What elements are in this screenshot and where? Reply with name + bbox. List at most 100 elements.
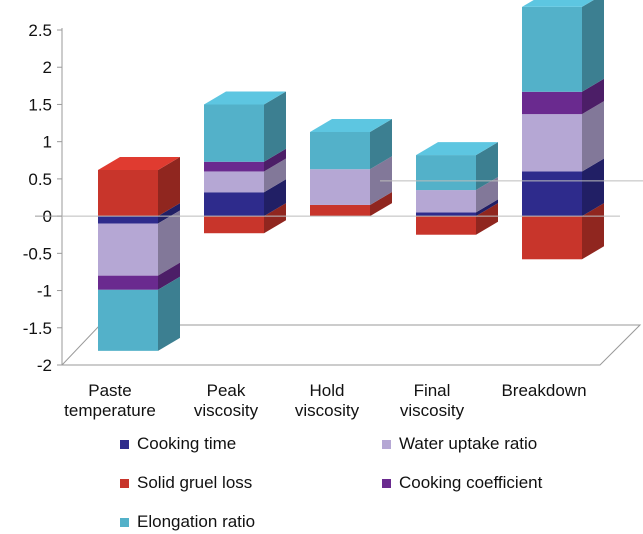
bar-front [310, 131, 370, 170]
bar-side [370, 118, 392, 170]
bar-segment [310, 156, 392, 205]
bar-top [204, 91, 286, 105]
bar-front [522, 216, 582, 260]
legend-label: Elongation ratio [137, 512, 256, 531]
bar-side [476, 203, 498, 235]
bar-segment [522, 203, 604, 260]
category-label: Paste temperature [64, 381, 156, 420]
legend-label: Solid gruel loss [137, 473, 253, 492]
bar-top [310, 118, 392, 132]
category-label: Hold viscosity [295, 381, 360, 420]
y-tick-label: 2.5 [28, 21, 52, 40]
category-label: Peak viscosity [194, 381, 259, 420]
bar-segment [522, 158, 604, 217]
bar-front [522, 91, 582, 115]
bar-front [416, 190, 476, 213]
legend-label: Cooking coefficient [399, 473, 543, 492]
bar-front [98, 223, 158, 276]
legend-swatch [382, 439, 391, 449]
bar-side [158, 203, 180, 224]
bar-side [582, 203, 604, 260]
bar-front [204, 171, 264, 193]
bar-side [264, 148, 286, 172]
bar-side [158, 156, 180, 217]
legend-item-solid-gruel-loss: Solid gruel loss [120, 473, 252, 493]
chart-floor [60, 324, 642, 366]
bar-side [264, 158, 286, 193]
legend-swatch [382, 478, 391, 488]
bar-segment [416, 142, 498, 191]
bar-segment [522, 0, 604, 92]
bar-front [204, 192, 264, 217]
bar-top [416, 142, 498, 156]
category-labels: Paste temperature Peak viscosity Hold viscosi… [64, 381, 586, 420]
zero-plane [35, 180, 643, 217]
bar-segment [98, 210, 180, 276]
y-tick-label: -1.5 [23, 319, 52, 338]
bar-front [204, 161, 264, 172]
bar-side [264, 91, 286, 162]
category-label: Final viscosity [400, 381, 465, 420]
bar-segment [416, 203, 498, 235]
bar-side [582, 78, 604, 115]
y-tick-label: 1.5 [28, 95, 52, 114]
bar-segment [204, 158, 286, 193]
y-tick-label: -0.5 [23, 244, 52, 263]
bar-segment [98, 203, 180, 224]
bar-segment [416, 177, 498, 213]
bar-front [204, 216, 264, 234]
bar-front [522, 6, 582, 92]
bar-front [416, 155, 476, 191]
bar-side [158, 210, 180, 276]
legend-item-water-uptake-ratio: Water uptake ratio [382, 434, 537, 454]
legend-label: Cooking time [137, 434, 237, 453]
legend-swatch [120, 478, 129, 488]
bar-front [522, 171, 582, 217]
bar-front [98, 169, 158, 217]
bars [98, 0, 604, 351]
bar-segment [98, 262, 180, 290]
bar-side [264, 179, 286, 217]
bar-front [204, 104, 264, 162]
bar-top [98, 156, 180, 170]
bar-segment [98, 276, 180, 351]
y-tick-label: 0.5 [28, 170, 52, 189]
y-tick-label: -2 [37, 356, 52, 375]
bar-side [264, 203, 286, 234]
y-tick-label: 1 [43, 133, 52, 152]
bar-side [476, 142, 498, 191]
bar-segment [522, 78, 604, 115]
category-label: Breakdown [501, 381, 586, 400]
legend-label: Water uptake ratio [399, 434, 538, 453]
bar-front [416, 212, 476, 217]
legend-item-elongation-ratio: Elongation ratio [120, 512, 255, 532]
bar-front [98, 289, 158, 351]
bar-segment [98, 156, 180, 217]
bar-segment [310, 191, 392, 217]
bar-side [582, 158, 604, 217]
bar-segment [204, 148, 286, 172]
bar-segment [204, 203, 286, 234]
bar-segment [204, 91, 286, 162]
bar-side [158, 276, 180, 351]
bar-front [416, 216, 476, 235]
legend-swatch [120, 439, 129, 449]
bar-segment [204, 179, 286, 217]
y-tick-label: 2 [43, 58, 52, 77]
legend-item-cooking-time: Cooking time [120, 434, 236, 454]
y-axis: 2.521.510.50-0.5-1-1.5-2 [23, 21, 63, 375]
bar-side [582, 101, 604, 172]
bar-segment [416, 199, 498, 217]
bar-segment [310, 118, 392, 170]
bar-top [522, 0, 594, 7]
floor-plane [60, 324, 642, 366]
legend-swatch [120, 517, 129, 527]
bar-side [158, 262, 180, 290]
bar-side [582, 0, 604, 92]
legend-item-cooking-coefficient: Cooking coefficient [382, 473, 542, 493]
bar-side [476, 199, 498, 217]
legend: Cooking time Water uptake ratio Solid gr… [0, 428, 643, 534]
bar-side [476, 177, 498, 213]
bar-front [310, 204, 370, 217]
